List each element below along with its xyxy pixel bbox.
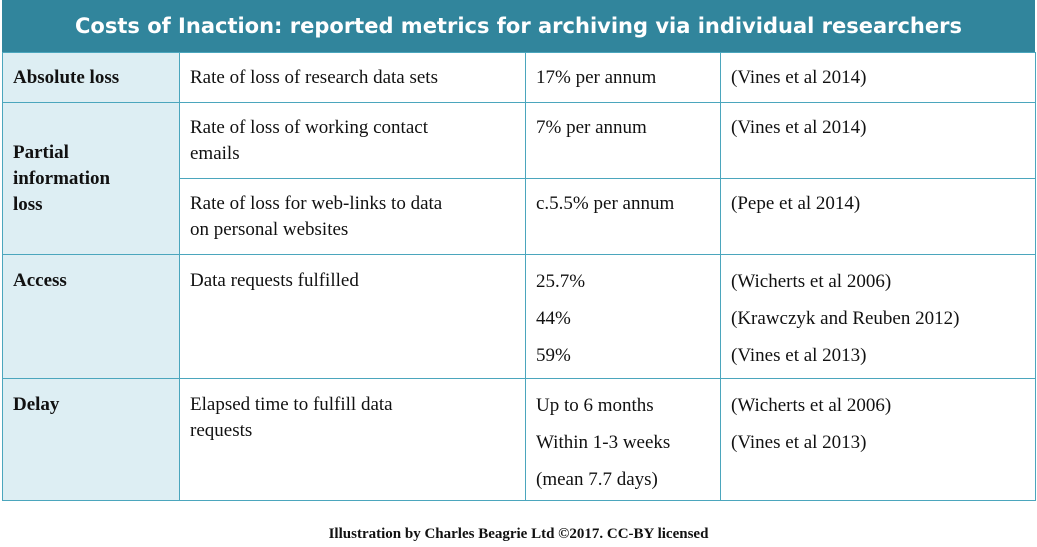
value-line: (mean 7.7 days)	[536, 469, 658, 490]
category-line: Partial	[13, 141, 69, 163]
metric-line: Rate of loss of working contact	[190, 117, 428, 138]
footer-credit: Illustration by Charles Beagrie Ltd ©201…	[328, 526, 709, 542]
category-line: loss	[13, 193, 43, 215]
metric-line: Elapsed time to fulfill data	[190, 394, 393, 415]
metric-cell: Data requests fulfilled	[179, 254, 526, 379]
category-delay: Delay	[2, 378, 180, 501]
table-row-partial-loss-emails: Partial information loss Rate of loss of…	[2, 102, 1036, 255]
source-line: (Vines et al 2013)	[731, 345, 867, 366]
table-row-partial-loss-weblinks: Rate of loss for web-links to data on pe…	[3, 178, 1036, 255]
metric-cell: Rate of loss of working contact emails	[179, 102, 526, 179]
metric-line: requests	[190, 420, 253, 441]
source-cell: (Pepe et al 2014)	[720, 178, 1036, 255]
table-title: Costs of Inaction: reported metrics for …	[2, 0, 1035, 52]
category-access: Access	[2, 254, 180, 379]
value-line: 59%	[536, 345, 571, 366]
metric-cell: Rate of loss for web-links to data on pe…	[179, 178, 526, 255]
value-line: Within 1-3 weeks	[536, 432, 671, 453]
metric-line: on personal websites	[190, 219, 349, 240]
source-cell: (Vines et al 2014)	[720, 102, 1036, 179]
table-row-access: Access Data requests fulfilled 25.7% 44%…	[2, 254, 1036, 379]
category-absolute-loss: Absolute loss	[2, 52, 180, 103]
value-cell: Up to 6 months Within 1-3 weeks (mean 7.…	[525, 378, 721, 501]
category-line: information	[13, 167, 111, 189]
metric-cell: Rate of loss of research data sets	[179, 52, 526, 103]
value-cell: c.5.5% per annum	[525, 178, 721, 255]
metric-line: emails	[190, 143, 240, 164]
value-line: Up to 6 months	[536, 395, 654, 416]
source-cell: (Wicherts et al 2006) (Vines et al 2013)	[720, 378, 1036, 501]
metric-cell: Elapsed time to fulfill data requests	[179, 378, 526, 501]
source-cell: (Vines et al 2014)	[720, 52, 1036, 103]
value-cell: 7% per annum	[525, 102, 721, 179]
metrics-table: Absolute loss Rate of loss of research d…	[2, 52, 1036, 501]
table-row-absolute-loss: Absolute loss Rate of loss of research d…	[2, 52, 1036, 103]
source-line: (Wicherts et al 2006)	[731, 395, 892, 416]
value-line: 25.7%	[536, 271, 586, 292]
source-line: (Vines et al 2013)	[731, 432, 867, 453]
table-row-delay: Delay Elapsed time to fulfill data reque…	[2, 378, 1036, 501]
source-cell: (Wicherts et al 2006) (Krawczyk and Reub…	[720, 254, 1036, 379]
category-partial-information-loss: Partial information loss	[2, 102, 180, 255]
source-line: (Krawczyk and Reuben 2012)	[731, 308, 960, 329]
source-line: (Wicherts et al 2006)	[731, 271, 892, 292]
metric-line: Rate of loss for web-links to data	[190, 193, 443, 214]
value-cell: 25.7% 44% 59%	[525, 254, 721, 379]
value-line: 44%	[536, 308, 571, 329]
value-cell: 17% per annum	[525, 52, 721, 103]
